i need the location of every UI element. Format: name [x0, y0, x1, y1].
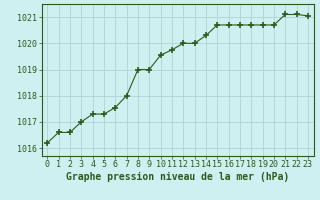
X-axis label: Graphe pression niveau de la mer (hPa): Graphe pression niveau de la mer (hPa) [66, 172, 289, 182]
